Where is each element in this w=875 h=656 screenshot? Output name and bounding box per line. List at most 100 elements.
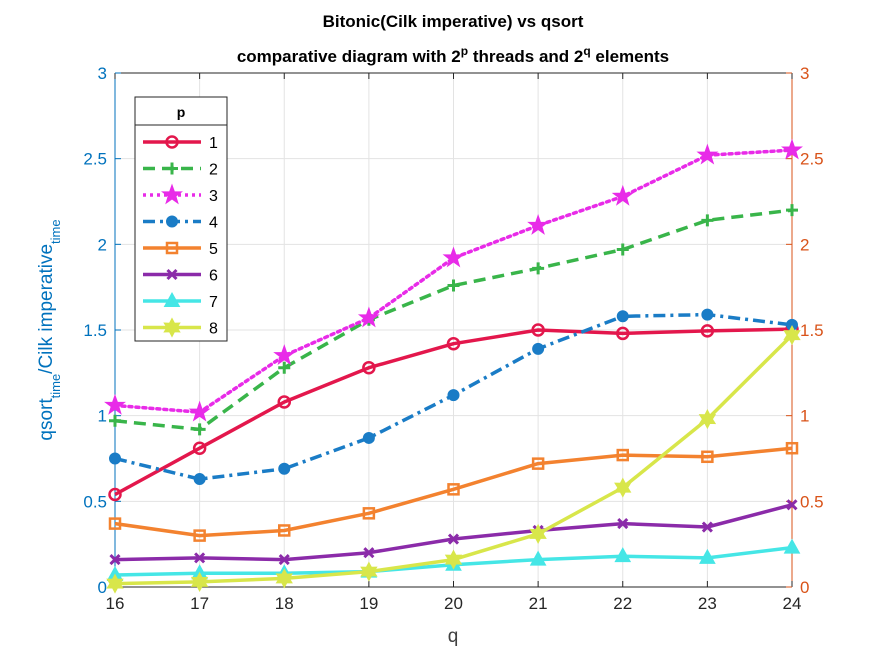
data-point: [278, 554, 290, 566]
legend-label: 6: [209, 268, 218, 285]
data-point: [194, 552, 206, 564]
data-point: [698, 409, 717, 430]
data-point: [531, 457, 545, 470]
data-point: [447, 483, 460, 496]
data-point: [193, 529, 206, 542]
data-point: [696, 143, 719, 165]
legend-item: 2: [143, 162, 218, 179]
legend-label: 3: [209, 188, 218, 205]
data-point: [362, 360, 376, 375]
y-tick-label-right: 2.5: [800, 150, 824, 169]
data-point: [165, 241, 179, 255]
data-point: [109, 554, 121, 566]
y-tick-label-left: 2: [98, 235, 107, 254]
legend-label: 4: [209, 215, 218, 232]
y-tick-label-left: 2.5: [83, 150, 107, 169]
data-point: [701, 450, 714, 464]
y-tick-label-right: 0.5: [800, 492, 824, 511]
x-tick-label: 23: [698, 594, 717, 613]
x-tick-label: 22: [613, 594, 632, 613]
series-5: [108, 441, 799, 542]
legend-item: 8: [143, 317, 218, 338]
series-8: [106, 325, 801, 594]
x-axis-label: q: [448, 626, 459, 647]
y-tick-label-left: 1.5: [83, 321, 107, 340]
y-tick-label-left: 0.5: [83, 492, 107, 511]
y-tick-label-right: 1.5: [800, 321, 824, 340]
data-point: [786, 499, 798, 511]
x-tick-label: 16: [106, 594, 125, 613]
y-tick-label-right: 2: [800, 235, 809, 254]
data-point: [701, 308, 714, 321]
series-3: [104, 138, 803, 422]
data-point: [109, 452, 121, 465]
data-point: [163, 291, 181, 307]
y-tick-label-left: 0: [98, 578, 107, 597]
series-line: [114, 446, 793, 538]
data-point: [278, 361, 291, 374]
x-tick-label: 17: [190, 594, 209, 613]
data-point: [363, 547, 375, 559]
data-point: [442, 246, 465, 268]
data-point: [357, 306, 380, 328]
series-4: [109, 308, 798, 486]
data-point: [616, 243, 629, 256]
data-point: [781, 138, 803, 160]
y-tick-label-left: 1: [98, 407, 107, 426]
data-point: [614, 477, 632, 498]
legend-label: 1: [209, 135, 218, 152]
plot-area: 16 17 18 19 20 21 22 23 2400.511.522.5300.511.52…: [83, 64, 823, 613]
data-point: [190, 571, 209, 592]
data-point: [444, 549, 463, 570]
y-tick-label-right: 3: [800, 64, 809, 83]
x-tick-label: 19: [359, 594, 378, 613]
data-point: [278, 524, 291, 537]
chart-title-line2: comparative diagram with 2p threads and …: [237, 44, 669, 66]
data-point: [362, 507, 376, 520]
data-point: [193, 423, 206, 436]
data-point: [783, 538, 801, 554]
data-point: [611, 184, 634, 206]
legend-title: p: [177, 104, 186, 120]
data-point: [165, 135, 179, 149]
data-point: [193, 473, 206, 486]
data-point: [531, 323, 545, 337]
data-point: [701, 214, 714, 227]
legend-item: 6: [143, 268, 218, 285]
y-axis-label-left: qsorttime/Cilk imperativetime: [36, 219, 63, 440]
data-point: [701, 521, 713, 533]
data-point: [273, 344, 296, 366]
data-point: [527, 213, 550, 235]
data-point: [161, 183, 183, 205]
data-point: [277, 395, 291, 409]
data-point: [617, 518, 629, 530]
x-tick-label: 20: [444, 594, 463, 613]
legend-label: 2: [209, 162, 218, 179]
data-point: [700, 324, 715, 338]
data-point: [699, 548, 716, 564]
x-tick-label: 18: [275, 594, 294, 613]
data-point: [192, 441, 207, 455]
data-point: [446, 336, 461, 351]
legend-item: 3: [143, 183, 218, 205]
data-point: [163, 317, 181, 338]
data-point: [109, 414, 121, 427]
data-point: [104, 393, 126, 415]
data-point: [783, 325, 801, 346]
data-point: [786, 204, 798, 217]
data-point: [616, 448, 629, 462]
data-point: [275, 568, 293, 589]
data-point: [108, 487, 122, 502]
data-point: [166, 215, 178, 228]
y-tick-label-right: 0: [800, 578, 809, 597]
legend-label: 8: [209, 321, 218, 338]
data-point: [108, 517, 122, 530]
data-point: [106, 573, 124, 594]
series-line: [113, 148, 794, 414]
data-point: [529, 550, 547, 566]
data-point: [616, 310, 629, 323]
legend-item: 7: [143, 291, 218, 311]
data-point: [532, 262, 545, 275]
data-point: [614, 547, 632, 563]
